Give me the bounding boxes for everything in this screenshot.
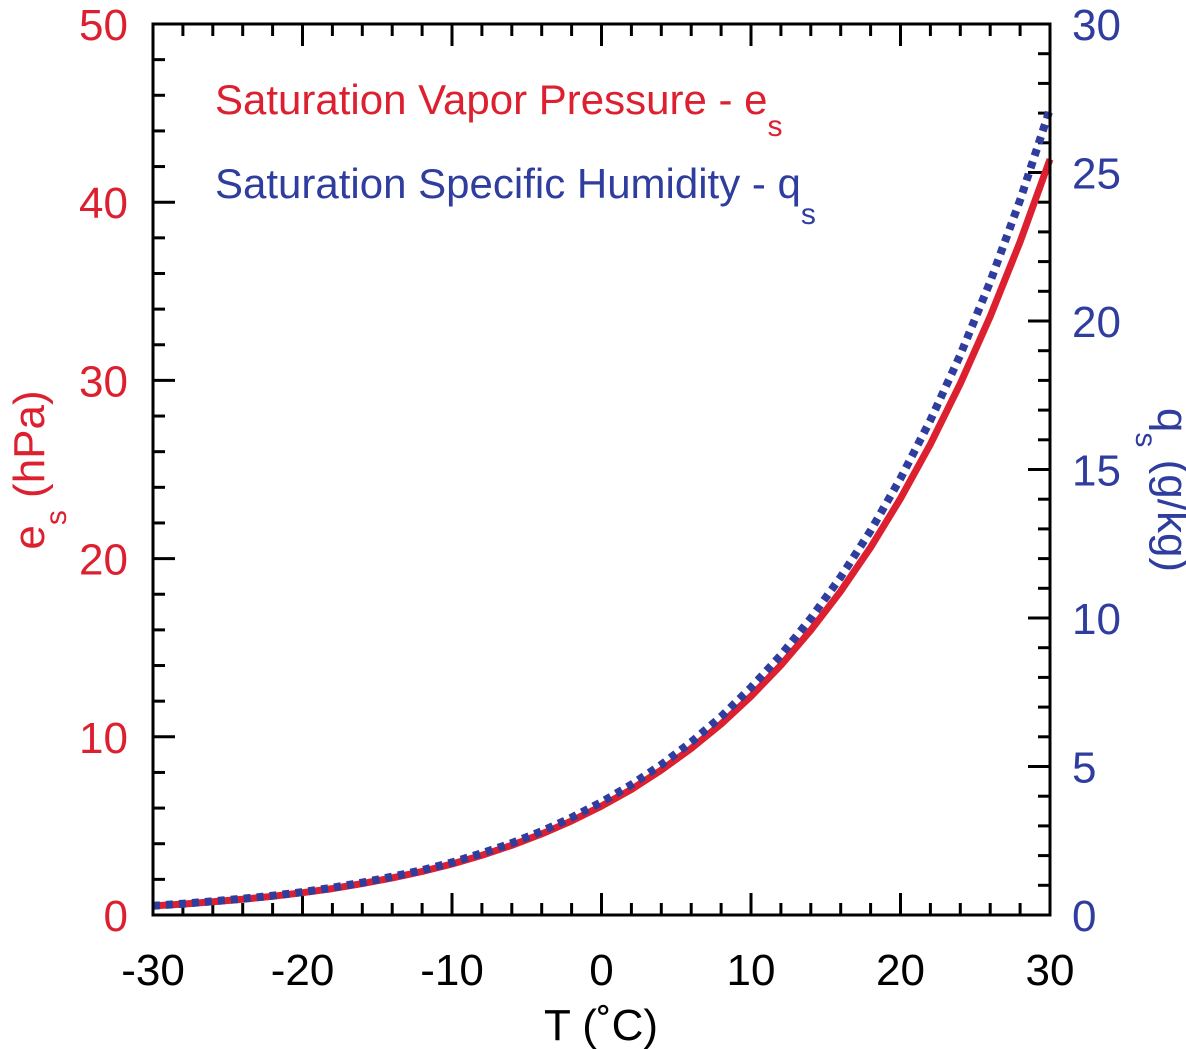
left-tick-label: 50 [79,1,128,50]
legend-es-main: Saturation Vapor Pressure - e [215,76,768,123]
legend-qs-main: Saturation Specific Humidity - q [215,160,801,207]
right-axis-label-sub: s [1129,432,1162,447]
right-axis-label-main: q [1148,408,1186,432]
right-tick-label: 10 [1072,595,1121,644]
right-tick-label: 5 [1072,744,1096,793]
series-es-line [152,158,1054,910]
right-tick-label: 0 [1072,892,1096,941]
x-tick-label: -30 [121,946,185,995]
legend-es-sub: s [768,110,783,143]
left-axis-label-sub: s [40,510,73,525]
right-tick-label: 15 [1072,447,1121,496]
right-tick-label: 20 [1072,298,1121,347]
x-tick-label: 30 [1026,946,1075,995]
right-tick-label: 25 [1072,150,1121,199]
legend-qs-sub: s [801,198,816,231]
left-tick-label: 10 [79,714,128,763]
left-axis-label-rest: (hPa) [5,390,54,510]
left-tick-label: 0 [104,892,128,941]
left-axis-label-main: e [5,525,54,549]
right-axis-label: qs (g/kg) [1129,408,1186,572]
x-tick-label: 10 [727,946,776,995]
x-tick-label: -20 [271,946,335,995]
plot-frame [151,22,1052,917]
left-tick-label: 30 [79,357,128,406]
left-tick-label: 20 [79,536,128,585]
x-tick-label: 0 [589,946,613,995]
x-tick-label: -10 [420,946,484,995]
x-axis-label: T (˚C) [544,1001,658,1049]
right-axis-label-rest: (g/kg) [1148,447,1186,572]
left-axis-label: es (hPa) [5,390,73,549]
right-tick-label: 30 [1072,1,1121,50]
legend-es: Saturation Vapor Pressure - es [215,76,783,143]
series-layer [152,107,1054,910]
left-tick-label: 40 [79,179,128,228]
x-tick-label: 20 [876,946,925,995]
series-qs-line [152,107,1054,910]
legend-qs: Saturation Specific Humidity - qs [215,160,816,231]
tick-labels: -30 -20 -10 0 10 20 30 0 10 20 30 40 50 0 5 10 15 20 25 30 [79,1,1121,995]
